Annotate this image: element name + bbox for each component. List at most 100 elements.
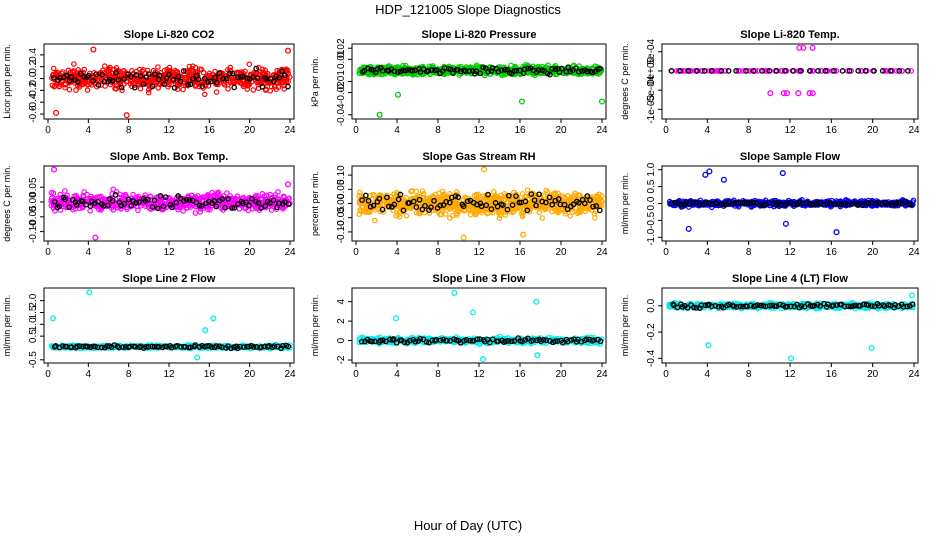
x-tick-label: 20 — [244, 125, 256, 136]
outlier-point — [783, 90, 790, 97]
data-point-mean — [195, 76, 202, 83]
outlier-point — [779, 170, 786, 177]
data-point — [90, 74, 96, 81]
x-tick-label: 4 — [394, 247, 400, 258]
data-point — [262, 87, 269, 94]
data-point-mean — [106, 76, 113, 83]
data-point-mean — [113, 69, 119, 76]
data-point-mean — [254, 75, 261, 81]
x-tick-label: 8 — [746, 125, 752, 136]
data-point — [206, 70, 213, 77]
y-tick-label: -0.5 — [28, 351, 39, 369]
x-tick-label: 12 — [473, 247, 485, 258]
x-tick-label: 16 — [514, 369, 526, 380]
data-point-mean — [90, 78, 97, 84]
x-tick-label: 16 — [826, 247, 838, 258]
x-tick-label: 20 — [555, 369, 567, 380]
data-point — [442, 211, 449, 217]
outlier-point — [202, 327, 209, 334]
data-point-mean — [93, 71, 100, 78]
data-point-mean — [253, 65, 260, 72]
x-tick-label: 20 — [867, 125, 879, 136]
outlier-point — [809, 90, 816, 97]
data-point-mean — [220, 75, 227, 82]
data-point-mean — [226, 70, 233, 77]
panel-title: Slope Amb. Box Temp. — [110, 151, 229, 163]
y-tick-label: 0.4 — [28, 47, 39, 61]
data-point-mean — [131, 84, 138, 91]
y-tick-label: 0.5 — [646, 179, 657, 193]
outlier-point — [795, 90, 802, 97]
x-tick-label: 4 — [86, 247, 92, 258]
data-point-mean — [201, 75, 208, 82]
data-point — [62, 188, 68, 194]
panel-ylabel: ml/min per min. — [620, 173, 630, 235]
data-point — [235, 69, 242, 76]
data-point-mean — [208, 78, 214, 85]
data-point — [271, 84, 278, 90]
outlier-point — [460, 234, 467, 241]
x-tick-label: 4 — [86, 369, 92, 380]
x-tick-label: 24 — [284, 369, 296, 380]
x-tick-label: 24 — [284, 247, 296, 258]
data-point — [157, 70, 164, 76]
outlier-point — [53, 109, 60, 116]
data-point — [62, 84, 68, 91]
data-point-mean — [121, 76, 128, 82]
data-point-mean — [152, 71, 158, 78]
data-point — [70, 68, 77, 74]
y-tick-label: 5e-04 — [646, 39, 657, 65]
data-point — [259, 70, 266, 77]
x-tick-label: 16 — [204, 247, 216, 258]
y-tick-label: 0.10 — [336, 165, 347, 185]
data-point — [371, 217, 378, 224]
data-point — [524, 187, 531, 193]
data-point-mean — [231, 84, 238, 91]
data-point — [71, 61, 77, 67]
plot-frame — [351, 43, 607, 120]
panel-title: Slope Gas Stream RH — [422, 151, 535, 163]
data-point-mean — [175, 73, 182, 80]
data-point — [102, 63, 108, 69]
outlier-point — [518, 98, 526, 105]
data-point-mean — [185, 81, 192, 88]
data-point — [62, 81, 68, 88]
data-point-mean — [68, 74, 75, 80]
panel-title: Slope Li-820 Temp. — [740, 29, 839, 41]
series-points — [48, 166, 293, 241]
panel-title: Slope Li-820 CO2 — [124, 29, 214, 41]
data-point-mean — [213, 79, 220, 86]
data-point — [225, 86, 231, 92]
data-point-mean — [146, 71, 152, 78]
data-point — [50, 65, 57, 72]
data-point — [129, 68, 135, 74]
figure-title: HDP_121005 Slope Diagnostics — [375, 2, 561, 17]
data-point — [202, 91, 208, 98]
data-point — [174, 81, 181, 88]
data-point — [137, 85, 144, 92]
panel-title: Slope Line 3 Flow — [433, 273, 526, 285]
data-point — [213, 89, 220, 95]
x-tick-label: 16 — [204, 369, 216, 380]
panel-title: Slope Line 2 Flow — [123, 273, 216, 285]
data-point — [237, 80, 243, 86]
outlier-point — [598, 98, 606, 105]
data-point-mean — [187, 81, 194, 88]
data-point-mean — [128, 73, 134, 80]
y-tick-label: -0.2 — [28, 81, 39, 99]
data-point — [282, 77, 289, 84]
data-point — [116, 68, 123, 75]
data-point-mean — [279, 68, 285, 75]
data-point-mean — [276, 74, 283, 81]
data-point — [135, 207, 141, 214]
data-point — [105, 67, 112, 74]
data-point — [136, 66, 143, 73]
data-point — [129, 83, 135, 90]
panel-2: Slope Li-820 Temp.degrees C per min.0 4 8 1… — [620, 29, 920, 136]
x-tick-label: 12 — [163, 125, 175, 136]
data-point — [591, 215, 598, 221]
